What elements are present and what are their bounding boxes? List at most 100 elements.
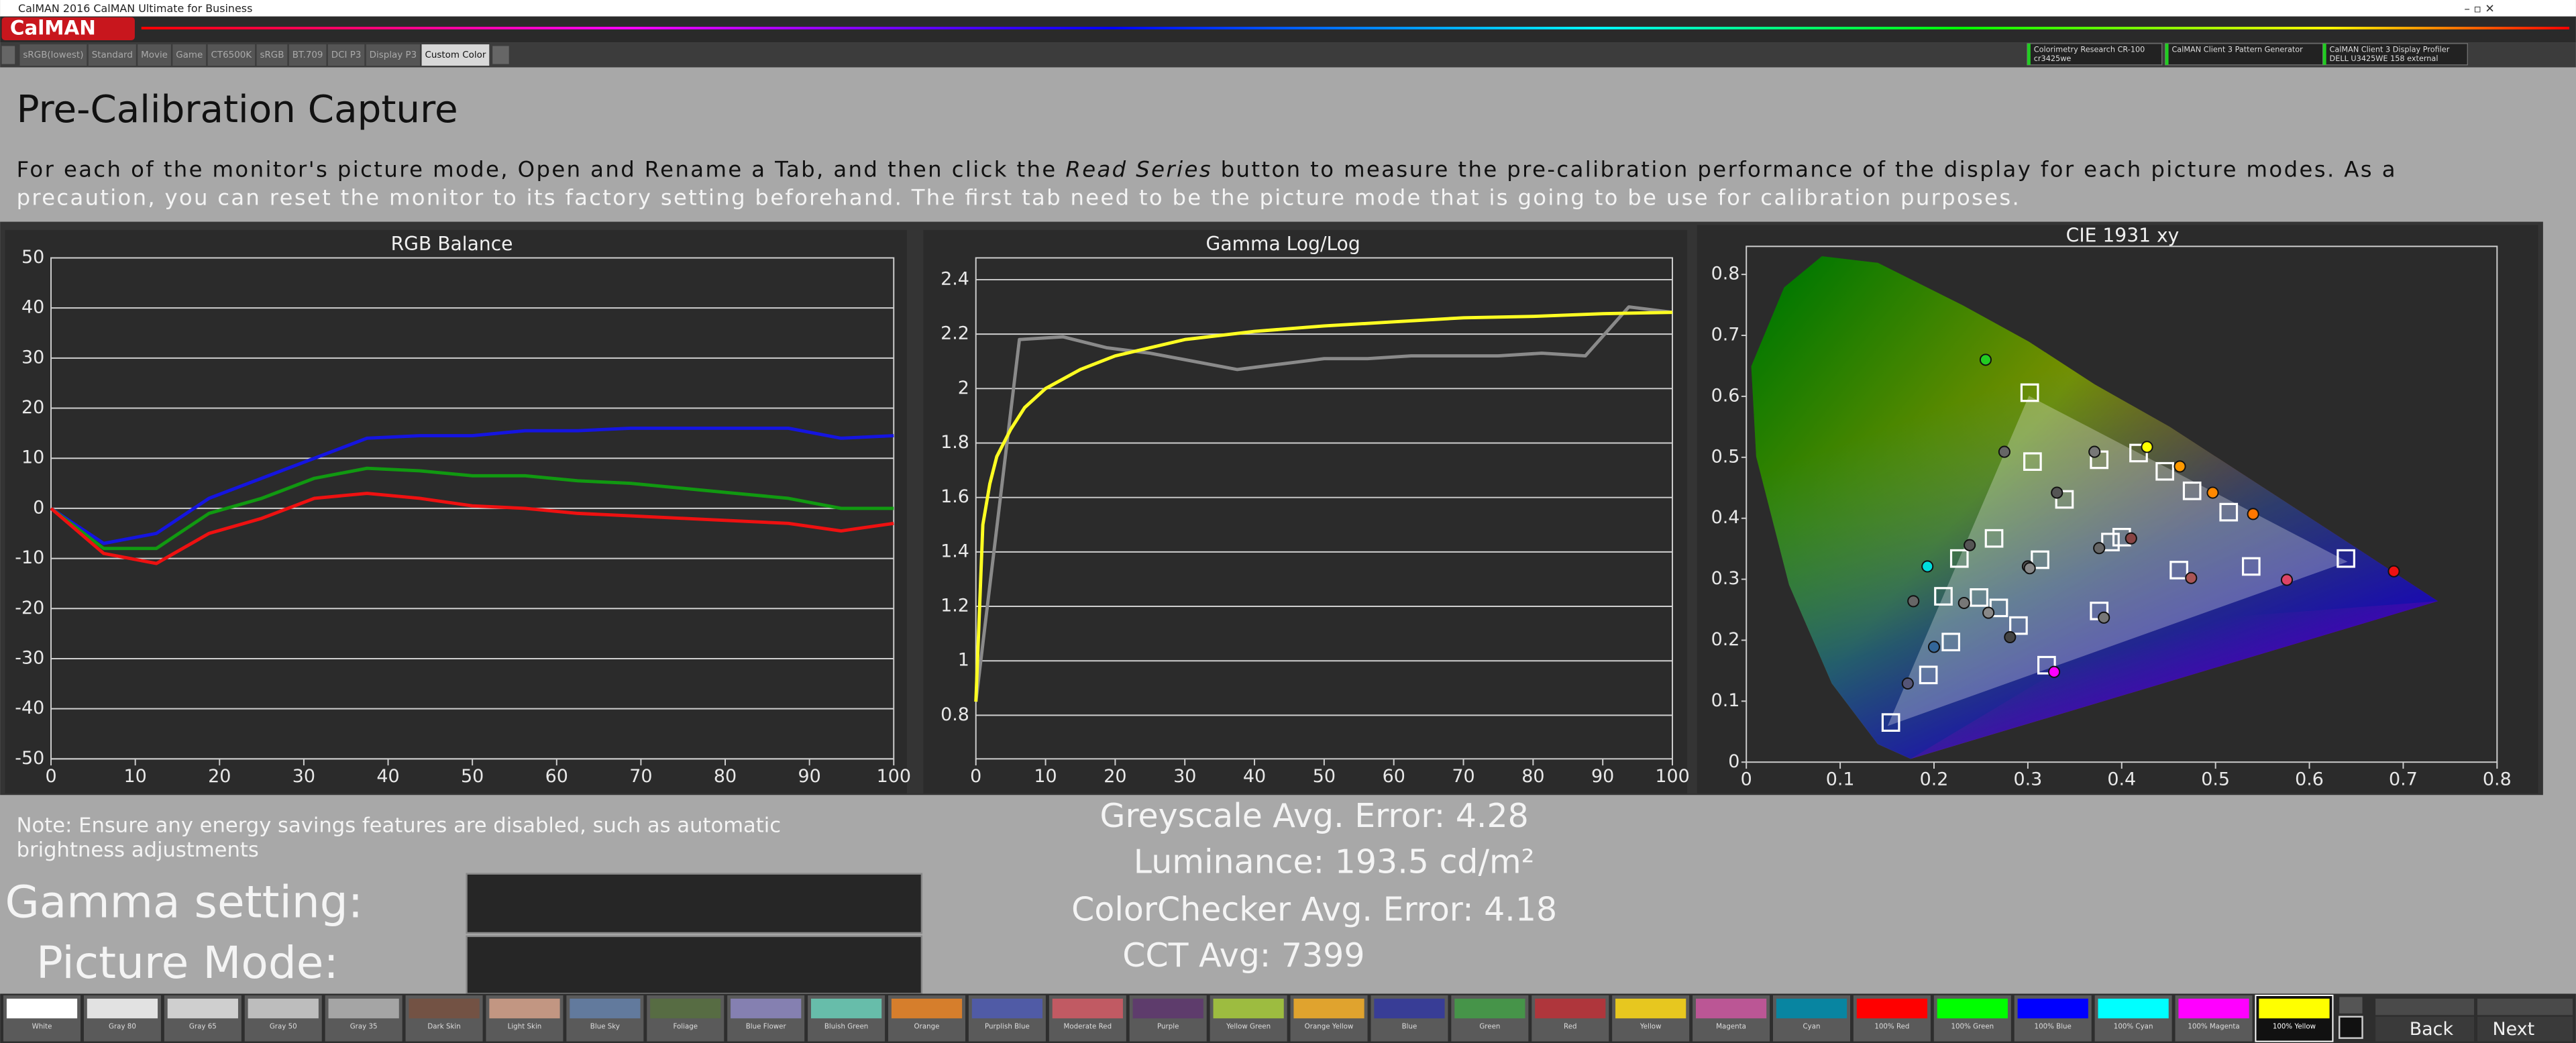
swatch[interactable] — [1293, 998, 1364, 1019]
device-box[interactable] — [2027, 43, 2163, 66]
swatch-label[interactable]: Blue — [1402, 1023, 1417, 1031]
app-button-label[interactable]: CalMAN — [10, 16, 96, 39]
swatch-label[interactable]: 100% Magenta — [2188, 1023, 2239, 1031]
next-label[interactable]: Next — [2492, 1019, 2534, 1040]
tab[interactable] — [207, 44, 256, 66]
swatch-label[interactable]: Orange Yellow — [1305, 1023, 1354, 1031]
swatch-label[interactable]: Purple — [1157, 1023, 1179, 1031]
gamma-setting-input[interactable] — [466, 873, 923, 934]
tab-label[interactable]: Display P3 — [370, 50, 417, 60]
tab[interactable] — [88, 44, 136, 66]
swatch-label[interactable]: Red — [1564, 1023, 1577, 1031]
swatch-label[interactable]: Blue Sky — [590, 1023, 620, 1031]
swatch-label[interactable]: Yellow — [1640, 1023, 1662, 1031]
toolbar-button[interactable] — [2339, 997, 2363, 1013]
tab-label[interactable]: Custom Color — [425, 50, 486, 60]
tab-label[interactable]: BT.709 — [292, 50, 323, 60]
swatch-label[interactable]: Orange — [914, 1023, 940, 1031]
swatch[interactable] — [1615, 998, 1686, 1019]
swatch[interactable] — [6, 998, 78, 1019]
swatch[interactable] — [810, 998, 882, 1019]
tab[interactable] — [288, 44, 327, 66]
swatch[interactable] — [87, 998, 158, 1019]
swatch-label[interactable]: 100% Red — [1874, 1023, 1909, 1031]
swatch[interactable] — [650, 998, 721, 1019]
swatch-label[interactable]: Gray 80 — [109, 1023, 136, 1031]
swatch[interactable] — [248, 998, 319, 1019]
tab[interactable] — [19, 44, 87, 66]
swatch[interactable] — [971, 998, 1043, 1019]
swatch-label[interactable]: Light Skin — [508, 1023, 542, 1031]
swatch[interactable] — [2098, 998, 2169, 1019]
swatch[interactable] — [570, 998, 641, 1019]
tab-label[interactable]: Movie — [141, 50, 168, 60]
tab[interactable] — [421, 44, 490, 66]
tab-label[interactable]: DCI P3 — [331, 50, 362, 60]
device-box[interactable] — [2165, 43, 2324, 66]
swatch[interactable] — [1856, 998, 1928, 1019]
swatch[interactable] — [1374, 998, 1445, 1019]
back-button[interactable] — [2375, 1016, 2475, 1042]
swatch-label[interactable]: Gray 65 — [189, 1023, 217, 1031]
swatch-label[interactable]: Blue Flower — [746, 1023, 787, 1031]
back-label[interactable]: Back — [2410, 1019, 2454, 1040]
swatch-label[interactable]: Bluish Green — [824, 1023, 868, 1031]
next-button[interactable] — [2477, 1016, 2573, 1042]
swatch-label[interactable]: Gray 50 — [270, 1023, 297, 1031]
field-label: Gamma setting: — [5, 876, 363, 928]
swatch[interactable] — [731, 998, 802, 1019]
device-box[interactable] — [2322, 43, 2468, 66]
swatch-label[interactable]: 100% Cyan — [2114, 1023, 2153, 1031]
swatch[interactable] — [1776, 998, 1847, 1019]
tab-label[interactable]: Standard — [92, 50, 133, 60]
swatch[interactable] — [2259, 998, 2330, 1019]
swatch-label[interactable]: 100% Green — [1951, 1023, 1994, 1031]
swatch-label[interactable]: Gray 35 — [350, 1023, 378, 1031]
window-controls[interactable]: – ▫ ✕ — [2464, 2, 2494, 15]
swatch[interactable] — [891, 998, 963, 1019]
tab[interactable] — [366, 44, 421, 66]
toolbar-buttons[interactable] — [2375, 998, 2475, 1015]
app-button[interactable] — [1, 17, 135, 40]
swatch-label[interactable]: Purplish Blue — [985, 1023, 1030, 1031]
swatch[interactable] — [1132, 998, 1203, 1019]
swatch-label[interactable]: Moderate Red — [1064, 1023, 1112, 1031]
add-tab[interactable] — [492, 46, 509, 64]
swatch[interactable] — [1695, 998, 1767, 1019]
swatch[interactable] — [328, 998, 399, 1019]
tab-label[interactable]: Game — [176, 50, 203, 60]
tab-label[interactable]: sRGB(lowest) — [23, 50, 83, 60]
tab[interactable] — [172, 44, 207, 66]
y-tick-label: 20 — [21, 397, 44, 418]
swatch-label[interactable]: 100% Blue — [2035, 1023, 2072, 1031]
swatch[interactable] — [1535, 998, 1606, 1019]
swatch-label[interactable]: Foliage — [673, 1023, 698, 1031]
tab[interactable] — [256, 44, 288, 66]
swatch[interactable] — [1454, 998, 1525, 1019]
picture-mode-input[interactable] — [466, 935, 923, 995]
swatch[interactable] — [489, 998, 560, 1019]
swatch-label[interactable]: Magenta — [1716, 1023, 1746, 1031]
swatch[interactable] — [1052, 998, 1123, 1019]
swatch-label[interactable]: White — [32, 1023, 52, 1031]
tab[interactable] — [327, 44, 365, 66]
tab-scroll[interactable] — [1, 46, 15, 64]
tab-label[interactable]: sRGB — [260, 50, 284, 60]
toolbar-buttons[interactable] — [2477, 998, 2573, 1015]
swatch-label[interactable]: Green — [1479, 1023, 1500, 1031]
tab[interactable] — [138, 44, 171, 66]
stop-button[interactable] — [2339, 1015, 2363, 1039]
swatch[interactable] — [2017, 998, 2088, 1019]
chart: CIE 1931 xy 0 0.1 0.2 0.3 0.4 0.5 0.6 0.7 0.8 0 0.1… — [1711, 225, 2512, 790]
swatch[interactable] — [1937, 998, 2008, 1019]
swatch-label[interactable]: Cyan — [1803, 1023, 1820, 1031]
swatch[interactable] — [1213, 998, 1284, 1019]
x-tick-label: 0.6 — [2295, 769, 2324, 790]
swatch[interactable] — [2178, 998, 2249, 1019]
swatch-label[interactable]: 100% Yellow — [2273, 1023, 2316, 1031]
tab-label[interactable]: CT6500K — [211, 50, 253, 60]
swatch[interactable] — [409, 998, 480, 1019]
swatch-label[interactable]: Yellow Green — [1226, 1023, 1271, 1031]
swatch-label[interactable]: Dark Skin — [427, 1023, 460, 1031]
swatch[interactable] — [167, 998, 238, 1019]
